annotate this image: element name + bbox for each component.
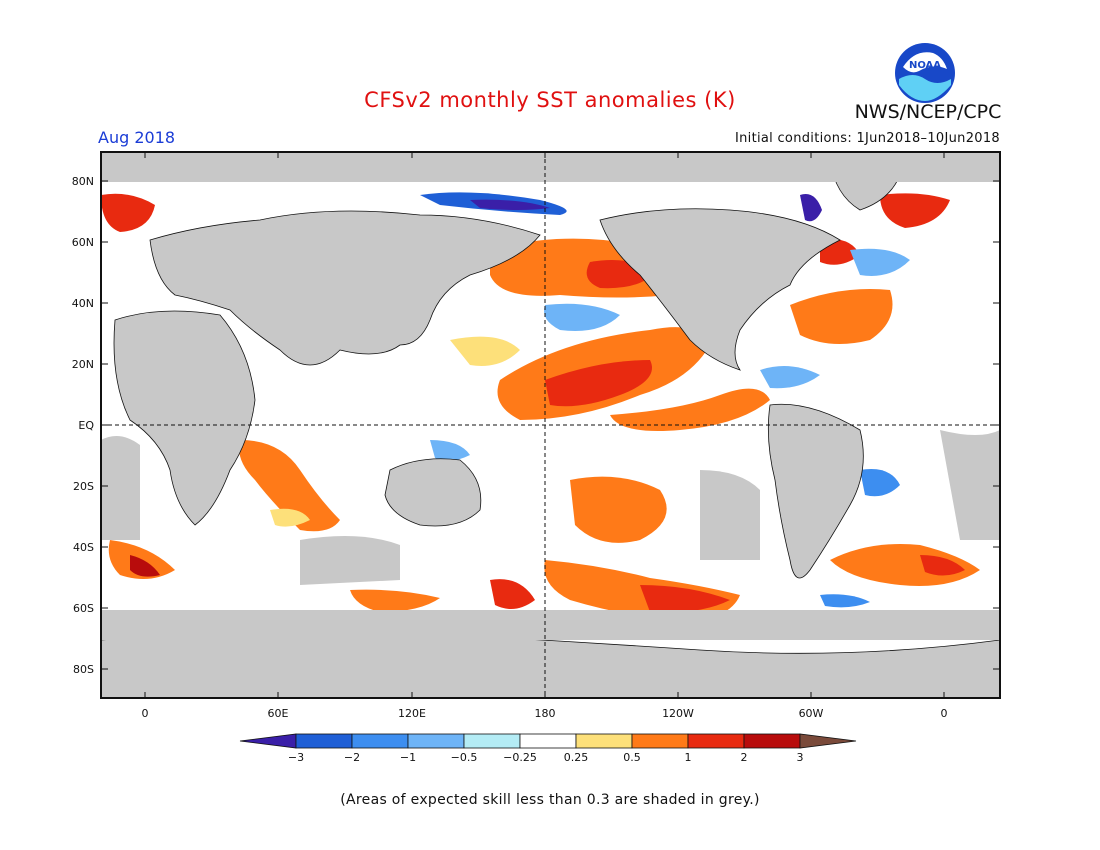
lat-label: 20N: [72, 358, 94, 371]
colorbar-swatch: [295, 733, 353, 749]
colorbar-label: 2: [741, 751, 748, 764]
skill-footnote: (Areas of expected skill less than 0.3 a…: [340, 792, 760, 808]
noaa-logo: NOAA: [895, 43, 955, 103]
lon-label: 120E: [398, 707, 426, 720]
lat-label: EQ: [78, 419, 94, 432]
lon-label: 60W: [799, 707, 824, 720]
colorbar-label: −2: [344, 751, 360, 764]
forecast-month: Aug 2018: [98, 128, 176, 147]
landmasses: [101, 159, 1000, 698]
colorbar-label: −0.25: [503, 751, 537, 764]
colorbar-label: 1: [685, 751, 692, 764]
lon-label: 0: [941, 707, 948, 720]
colorbar-label: 0.25: [564, 751, 589, 764]
colorbar-swatch: [463, 733, 521, 749]
lon-label: 0: [142, 707, 149, 720]
colorbar: −3 −2 −1 −0.5 −0.25 0.25 0.5 1 2 3: [239, 733, 857, 764]
lat-label: 60N: [72, 236, 94, 249]
colorbar-swatch: [743, 733, 801, 749]
colorbar-label: 0.5: [623, 751, 641, 764]
lat-label: 80S: [73, 663, 94, 676]
map-title: CFSv2 monthly SST anomalies (K): [364, 88, 736, 112]
lat-label: 80N: [72, 175, 94, 188]
lat-label: 40S: [73, 541, 94, 554]
latitude-axis: 80N 60N 40N 20N EQ 20S 40S 60S 80S: [72, 175, 1000, 676]
lon-label: 180: [535, 707, 556, 720]
colorbar-label: −3: [288, 751, 304, 764]
colorbar-label: −1: [400, 751, 416, 764]
colorbar-swatch: [575, 733, 633, 749]
colorbar-swatch: [687, 733, 745, 749]
lat-label: 60S: [73, 602, 94, 615]
low-skill-mask: [101, 152, 1000, 640]
agency-label: NWS/NCEP/CPC: [854, 101, 1002, 123]
colorbar-label: −0.5: [451, 751, 478, 764]
lat-label: 20S: [73, 480, 94, 493]
colorbar-swatch: [407, 733, 465, 749]
colorbar-swatch: [519, 733, 577, 749]
colorbar-swatch: [631, 733, 689, 749]
longitude-axis: 0 60E 120E 180 120W 60W 0: [142, 152, 948, 720]
colorbar-high-extension: [799, 733, 857, 749]
colorbar-low-extension: [239, 733, 297, 749]
noaa-logo-text: NOAA: [909, 60, 941, 71]
initial-conditions: Initial conditions: 1Jun2018–10Jun2018: [734, 131, 1000, 146]
lon-label: 60E: [268, 707, 289, 720]
lon-label: 120W: [662, 707, 694, 720]
lat-label: 40N: [72, 297, 94, 310]
colorbar-swatch: [351, 733, 409, 749]
colorbar-label: 3: [797, 751, 804, 764]
